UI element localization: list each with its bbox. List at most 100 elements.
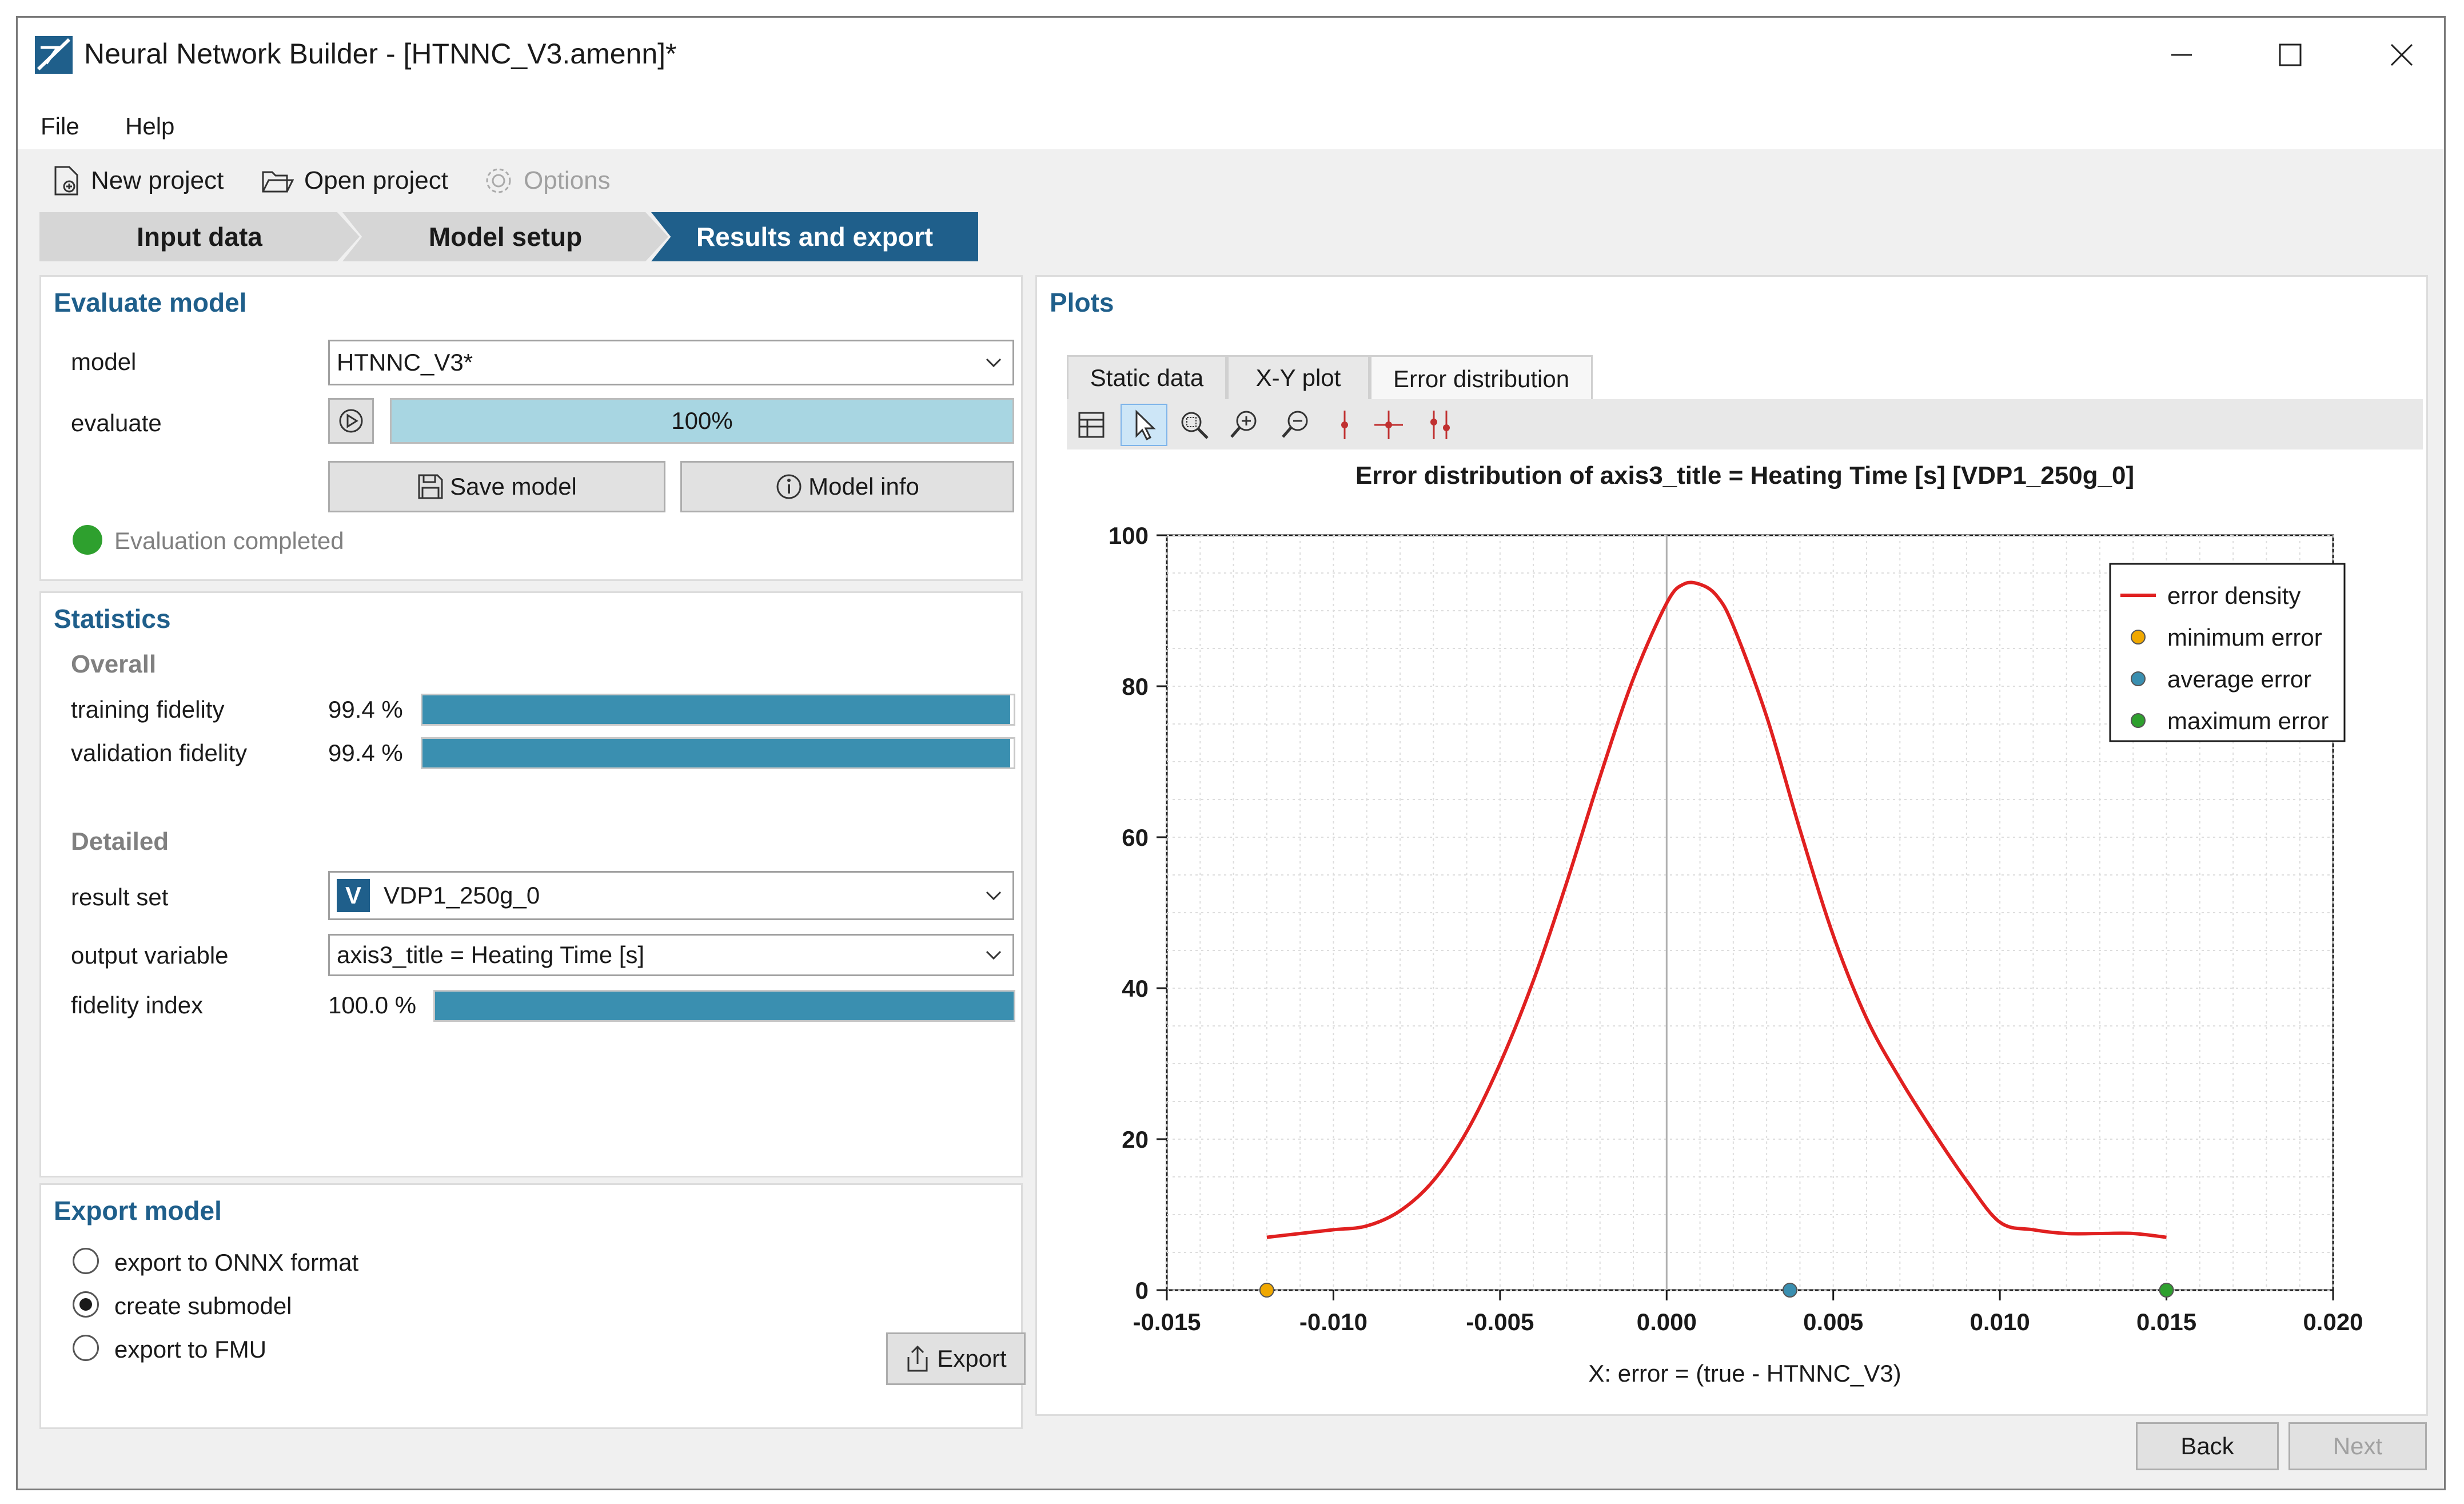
fidelity-index-value: 100.0 %: [328, 992, 417, 1018]
app-window: Neural Network Builder - [HTNNC_V3.amenn…: [16, 16, 2446, 1490]
info-icon: [776, 474, 802, 499]
error-distribution-chart: Error distribution of axis3_title = Heat…: [1109, 461, 2363, 1387]
open-project-button[interactable]: Open project: [261, 155, 448, 206]
plot-toolbar: [1067, 399, 2423, 449]
step-model-setup[interactable]: Model setup: [342, 212, 668, 261]
x-tick-label: 0.000: [1637, 1308, 1697, 1335]
next-button-label: Next: [2333, 1433, 2383, 1459]
result-set-label: result set: [71, 884, 169, 910]
save-model-label: Save model: [450, 473, 577, 500]
x-tick-label: 0.015: [2136, 1308, 2196, 1335]
export-onnx-label: export to ONNX format: [114, 1249, 359, 1276]
evaluate-progress-bar: 100%: [390, 398, 1014, 444]
legend-entry-average-error: average error: [2167, 666, 2311, 693]
x-tick-label: 0.005: [1803, 1308, 1863, 1335]
step-input-data[interactable]: Input data: [39, 212, 360, 261]
maximize-icon[interactable]: [2259, 29, 2322, 81]
legend-swatch: [2131, 630, 2146, 644]
model-info-button[interactable]: Model info: [680, 461, 1014, 512]
error-density-line: [1266, 580, 2167, 1239]
fidelity-index-bar: [433, 990, 1015, 1022]
tab-static-data[interactable]: Static data: [1067, 355, 1227, 401]
model-select[interactable]: HTNNC_V3*: [328, 340, 1014, 385]
menu-help[interactable]: Help: [125, 113, 175, 140]
plots-title: Plots: [1050, 288, 1114, 317]
close-icon[interactable]: [2370, 29, 2433, 81]
evaluate-progress-text: 100%: [671, 407, 733, 434]
y-tick-label: 60: [1122, 824, 1149, 851]
open-project-label: Open project: [304, 166, 448, 194]
export-onnx-radio[interactable]: [73, 1248, 99, 1274]
legend-entry-error-density: error density: [2167, 582, 2300, 609]
x-tick-label: -0.015: [1133, 1308, 1201, 1335]
export-fmu-radio[interactable]: [73, 1335, 99, 1361]
detailed-label: Detailed: [71, 827, 169, 856]
evaluate-model-title: Evaluate model: [54, 288, 247, 317]
save-model-button[interactable]: Save model: [328, 461, 665, 512]
training-fidelity-label: training fidelity: [71, 696, 225, 723]
x-tick-label: 0.010: [1970, 1308, 2030, 1335]
dual-marker-icon[interactable]: [1421, 406, 1459, 444]
chart-series: [1259, 580, 2174, 1298]
y-tick-label: 40: [1122, 975, 1149, 1002]
y-tick-label: 80: [1122, 673, 1149, 700]
result-set-badge: V: [337, 879, 370, 912]
run-evaluate-button[interactable]: [328, 398, 374, 444]
training-fidelity-fill: [422, 695, 1010, 724]
chevron-down-icon: [986, 891, 1002, 901]
export-button[interactable]: Export: [886, 1332, 1026, 1385]
zoom-out-icon[interactable]: [1278, 406, 1316, 444]
evaluate-progress-fill: [392, 400, 1012, 442]
open-folder-icon: [262, 171, 294, 193]
step-model-setup-label: Model setup: [428, 222, 583, 252]
step-input-data-label: Input data: [137, 222, 262, 252]
legend-box: [2109, 563, 2346, 742]
export-button-label: Export: [937, 1345, 1007, 1372]
export-icon: [907, 1345, 928, 1372]
y-tick-label: 0: [1135, 1277, 1149, 1304]
gear-icon: [486, 168, 511, 193]
overall-label: Overall: [71, 650, 157, 678]
window-title: Neural Network Builder - [HTNNC_V3.amenn…: [84, 38, 677, 70]
step-results-and-export[interactable]: Results and export: [651, 212, 978, 261]
output-variable-label: output variable: [71, 942, 229, 969]
create-submodel-radio[interactable]: [73, 1291, 99, 1318]
chart-title: Error distribution of axis3_title = Heat…: [1355, 461, 2134, 490]
export-fmu-label: export to FMU: [114, 1336, 267, 1363]
crosshair-marker-icon[interactable]: [1370, 406, 1408, 444]
new-project-label: New project: [91, 166, 224, 194]
data-table-icon[interactable]: [1074, 407, 1109, 443]
y-tick-label: 20: [1122, 1126, 1149, 1153]
chevron-down-icon: [986, 358, 1002, 368]
step-results-label: Results and export: [696, 222, 934, 252]
create-submodel-label: create submodel: [114, 1292, 292, 1319]
next-button[interactable]: Next: [2288, 1422, 2427, 1470]
status-indicator-icon: [73, 525, 102, 555]
result-set-select[interactable]: V VDP1_250g_0: [328, 871, 1014, 920]
pointer-tool-icon[interactable]: [1121, 404, 1167, 446]
new-project-button[interactable]: New project: [52, 155, 224, 206]
x-tick-label: 0.020: [2303, 1308, 2363, 1335]
evaluate-model-panel: Evaluate model model HTNNC_V3* evaluate …: [39, 275, 1023, 581]
options-button[interactable]: Options: [484, 155, 611, 206]
chart-legend: error density minimum error average error m…: [2109, 563, 2346, 742]
back-button[interactable]: Back: [2136, 1422, 2279, 1470]
tab-error-distribution[interactable]: Error distribution: [1370, 355, 1593, 401]
validation-fidelity-label: validation fidelity: [71, 739, 248, 766]
tab-xy-plot[interactable]: X-Y plot: [1227, 355, 1370, 401]
zoom-in-icon[interactable]: [1227, 406, 1265, 444]
save-icon: [418, 474, 443, 499]
model-label: model: [71, 348, 137, 375]
chart-x-axis-label: X: error = (true - HTNNC_V3): [1588, 1360, 1901, 1387]
play-icon: [339, 409, 363, 433]
export-model-panel: Export model export to ONNX format creat…: [39, 1183, 1026, 1429]
legend-swatch: [2131, 671, 2146, 686]
output-variable-select[interactable]: axis3_title = Heating Time [s]: [328, 934, 1014, 976]
zoom-region-icon[interactable]: [1175, 406, 1213, 444]
marker-vertical-icon[interactable]: [1333, 406, 1356, 444]
minimize-icon[interactable]: [2150, 29, 2213, 81]
average-error-point: [1782, 1283, 1797, 1298]
training-fidelity-bar: [421, 694, 1015, 726]
menu-file[interactable]: File: [41, 113, 79, 140]
output-variable-value: axis3_title = Heating Time [s]: [337, 941, 645, 968]
